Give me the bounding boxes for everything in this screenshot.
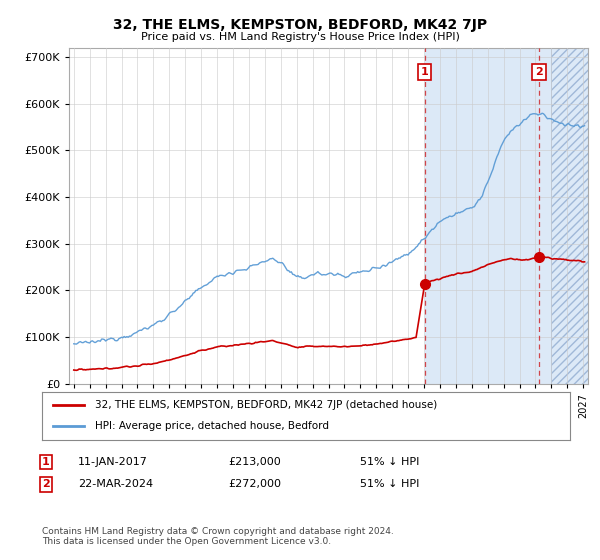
Text: HPI: Average price, detached house, Bedford: HPI: Average price, detached house, Bedf… xyxy=(95,421,329,431)
Text: 1: 1 xyxy=(42,457,50,467)
Text: 32, THE ELMS, KEMPSTON, BEDFORD, MK42 7JP (detached house): 32, THE ELMS, KEMPSTON, BEDFORD, MK42 7J… xyxy=(95,400,437,410)
Text: 2: 2 xyxy=(535,67,543,77)
Text: 22-MAR-2024: 22-MAR-2024 xyxy=(78,479,153,489)
Text: 1: 1 xyxy=(421,67,428,77)
Text: £213,000: £213,000 xyxy=(228,457,281,467)
Text: 51% ↓ HPI: 51% ↓ HPI xyxy=(360,479,419,489)
Text: £272,000: £272,000 xyxy=(228,479,281,489)
Text: 32, THE ELMS, KEMPSTON, BEDFORD, MK42 7JP: 32, THE ELMS, KEMPSTON, BEDFORD, MK42 7J… xyxy=(113,18,487,32)
Text: 2: 2 xyxy=(42,479,50,489)
Text: 51% ↓ HPI: 51% ↓ HPI xyxy=(360,457,419,467)
Text: 11-JAN-2017: 11-JAN-2017 xyxy=(78,457,148,467)
Bar xyxy=(551,48,588,384)
Bar xyxy=(425,48,588,384)
Text: Contains HM Land Registry data © Crown copyright and database right 2024.
This d: Contains HM Land Registry data © Crown c… xyxy=(42,526,394,546)
Text: Price paid vs. HM Land Registry's House Price Index (HPI): Price paid vs. HM Land Registry's House … xyxy=(140,32,460,42)
